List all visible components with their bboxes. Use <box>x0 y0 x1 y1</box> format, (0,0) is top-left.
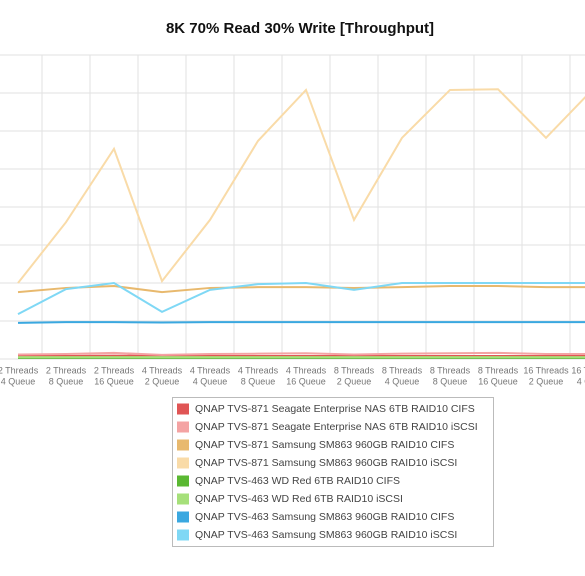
x-tick-label: 8 Threads <box>430 365 471 375</box>
series-line <box>17 281 585 316</box>
series-line <box>17 351 585 356</box>
x-tick-label: 4 Queue <box>385 376 420 386</box>
x-tick-label: 2 Queue <box>337 376 372 386</box>
x-tick-label: 4 Queue <box>577 376 585 386</box>
legend-swatch <box>177 529 189 541</box>
legend-swatch <box>177 493 189 505</box>
x-tick-label: 16 Threads <box>523 365 569 375</box>
legend-label: QNAP TVS-463 Samsung SM863 960GB RAID10 … <box>195 529 457 541</box>
x-tick-label: 8 Threads <box>382 365 423 375</box>
legend-swatch <box>177 475 189 487</box>
legend-swatch <box>177 511 189 523</box>
legend-label: QNAP TVS-463 Samsung SM863 960GB RAID10 … <box>195 511 454 523</box>
series-line <box>17 321 585 324</box>
x-tick-label: 2 Queue <box>529 376 564 386</box>
legend-label: QNAP TVS-871 Samsung SM863 960GB RAID10 … <box>195 457 457 469</box>
x-tick-label: 4 Threads <box>286 365 327 375</box>
legend-swatch <box>177 421 189 433</box>
legend-label: QNAP TVS-871 Seagate Enterprise NAS 6TB … <box>195 421 478 433</box>
x-tick-label: 2 Threads <box>46 365 87 375</box>
x-tick-label: 8 Queue <box>433 376 468 386</box>
x-tick-label: 16 Queue <box>478 376 518 386</box>
series-line <box>17 285 585 294</box>
x-tick-label: 16 Queue <box>94 376 134 386</box>
legend-label: QNAP TVS-871 Seagate Enterprise NAS 6TB … <box>195 403 475 415</box>
legend-swatch <box>177 457 189 469</box>
x-tick-label: 2 Threads <box>0 365 39 375</box>
legend-swatch <box>177 439 189 451</box>
x-tick-label: 4 Threads <box>190 365 231 375</box>
x-tick-label: 2 Queue <box>145 376 180 386</box>
x-tick-label: 4 Threads <box>142 365 183 375</box>
x-tick-label: 8 Queue <box>241 376 276 386</box>
x-tick-label: 8 Queue <box>49 376 84 386</box>
legend-box <box>172 397 494 547</box>
chart-title: 8K 70% Read 30% Write [Throughput] <box>166 20 434 37</box>
x-tick-label: 8 Threads <box>478 365 519 375</box>
series-line <box>17 88 585 284</box>
x-tick-label: 2 Threads <box>94 365 135 375</box>
x-tick-label: 4 Queue <box>1 376 36 386</box>
legend-label: QNAP TVS-463 WD Red 6TB RAID10 iSCSI <box>195 493 403 505</box>
legend-label: QNAP TVS-871 Samsung SM863 960GB RAID10 … <box>195 439 454 451</box>
legend-label: QNAP TVS-463 WD Red 6TB RAID10 CIFS <box>195 475 400 487</box>
x-tick-label: 4 Threads <box>238 365 279 375</box>
x-tick-label: 16 Threads <box>571 365 585 375</box>
x-tick-label: 4 Queue <box>193 376 228 386</box>
x-tick-label: 16 Queue <box>286 376 326 386</box>
legend-swatch <box>177 403 189 415</box>
x-tick-label: 8 Threads <box>334 365 375 375</box>
